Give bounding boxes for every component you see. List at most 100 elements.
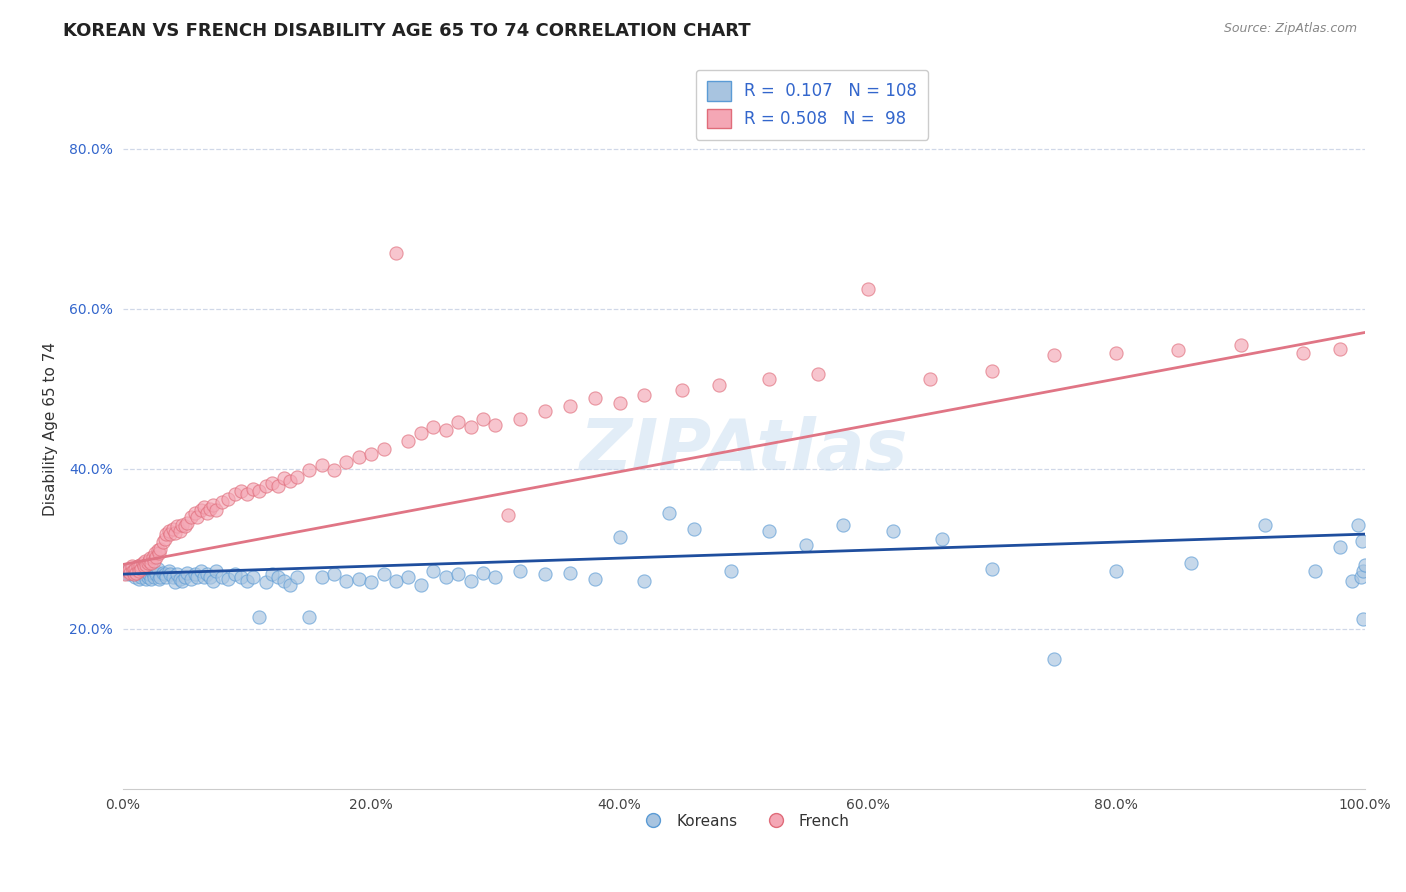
Point — [347, 572, 370, 586]
Point — [658, 506, 681, 520]
Text: Source: ZipAtlas.com: Source: ZipAtlas.com — [1223, 22, 1357, 36]
Point — [186, 509, 208, 524]
Point — [202, 574, 225, 588]
Point — [193, 500, 215, 514]
Point — [120, 566, 142, 580]
Point — [385, 574, 408, 588]
Point — [155, 527, 177, 541]
Point — [166, 519, 188, 533]
Point — [273, 471, 295, 485]
Point — [131, 564, 153, 578]
Point — [114, 566, 136, 580]
Point — [1347, 517, 1369, 532]
Point — [149, 541, 172, 556]
Point — [169, 524, 191, 538]
Point — [280, 577, 302, 591]
Point — [1329, 342, 1351, 356]
Point — [260, 475, 283, 490]
Point — [707, 377, 730, 392]
Point — [135, 558, 157, 572]
Point — [1351, 533, 1374, 548]
Point — [166, 567, 188, 582]
Point — [434, 569, 457, 583]
Point — [720, 564, 742, 578]
Point — [143, 564, 166, 578]
Point — [136, 569, 159, 583]
Point — [484, 417, 506, 432]
Point — [180, 572, 202, 586]
Point — [153, 567, 176, 582]
Point — [176, 566, 198, 580]
Point — [172, 574, 194, 588]
Point — [128, 572, 150, 586]
Legend: Koreans, French: Koreans, French — [631, 807, 855, 835]
Point — [242, 569, 264, 583]
Point — [683, 522, 706, 536]
Point — [1167, 343, 1189, 358]
Point — [162, 522, 184, 536]
Point — [143, 545, 166, 559]
Point — [186, 569, 208, 583]
Point — [1354, 558, 1376, 572]
Y-axis label: Disability Age 65 to 74: Disability Age 65 to 74 — [44, 342, 58, 516]
Point — [138, 567, 160, 582]
Point — [127, 567, 149, 582]
Point — [1105, 345, 1128, 359]
Point — [135, 572, 157, 586]
Point — [335, 574, 357, 588]
Point — [172, 517, 194, 532]
Point — [409, 425, 432, 440]
Point — [224, 487, 246, 501]
Point — [534, 567, 557, 582]
Point — [409, 577, 432, 591]
Point — [142, 549, 165, 564]
Point — [142, 569, 165, 583]
Point — [249, 483, 271, 498]
Point — [422, 564, 444, 578]
Point — [184, 567, 207, 582]
Point — [460, 420, 482, 434]
Point — [132, 559, 155, 574]
Point — [205, 503, 228, 517]
Point — [472, 566, 495, 580]
Point — [131, 561, 153, 575]
Point — [145, 567, 167, 582]
Point — [671, 383, 693, 397]
Point — [153, 532, 176, 546]
Point — [285, 469, 308, 483]
Point — [136, 566, 159, 580]
Text: KOREAN VS FRENCH DISABILITY AGE 65 TO 74 CORRELATION CHART: KOREAN VS FRENCH DISABILITY AGE 65 TO 74… — [63, 22, 751, 40]
Point — [146, 543, 169, 558]
Point — [134, 561, 156, 575]
Point — [176, 516, 198, 530]
Point — [298, 463, 321, 477]
Point — [180, 509, 202, 524]
Point — [159, 527, 181, 541]
Point — [190, 564, 212, 578]
Point — [1350, 569, 1372, 583]
Point — [148, 545, 170, 559]
Point — [758, 524, 780, 538]
Point — [298, 609, 321, 624]
Point — [129, 566, 152, 580]
Point — [1043, 348, 1066, 362]
Point — [335, 455, 357, 469]
Text: ZIPAtlas: ZIPAtlas — [579, 416, 908, 484]
Point — [360, 575, 382, 590]
Point — [558, 399, 581, 413]
Point — [311, 569, 333, 583]
Point — [174, 569, 197, 583]
Point — [131, 556, 153, 570]
Point — [217, 491, 239, 506]
Point — [918, 372, 941, 386]
Point — [193, 569, 215, 583]
Point — [398, 434, 420, 448]
Point — [422, 420, 444, 434]
Point — [1341, 574, 1364, 588]
Point — [447, 415, 470, 429]
Point — [242, 482, 264, 496]
Point — [141, 556, 163, 570]
Point — [136, 556, 159, 570]
Point — [931, 532, 953, 546]
Point — [496, 508, 519, 522]
